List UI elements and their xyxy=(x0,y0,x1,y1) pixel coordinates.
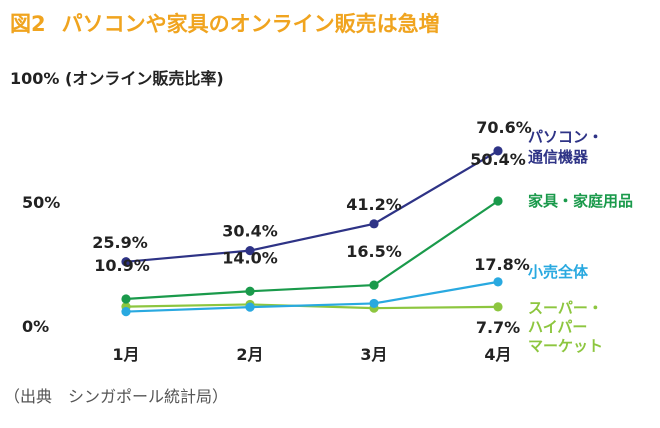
series-name-label: パソコン・ xyxy=(528,128,603,146)
data-point xyxy=(245,286,255,296)
x-tick-label: 1月 xyxy=(112,345,139,364)
data-label: 7.7% xyxy=(476,318,520,337)
y-tick-label: 0% xyxy=(22,317,49,336)
data-point xyxy=(369,298,379,309)
series-name-label: ハイパー xyxy=(528,318,587,336)
data-label: 25.9% xyxy=(92,233,148,252)
x-tick-label: 4月 xyxy=(484,345,511,364)
series-name-label: 通信機器 xyxy=(528,148,589,166)
data-label: 17.8% xyxy=(474,255,530,274)
figure-title-text: パソコンや家具のオンライン販売は急増 xyxy=(61,12,440,36)
series-name-label: 小売全体 xyxy=(528,263,589,281)
series-name-label: マーケット xyxy=(528,337,603,355)
data-point xyxy=(369,280,379,290)
figure-number: 図2 xyxy=(10,12,46,36)
x-tick-label: 2月 xyxy=(236,345,263,364)
data-label: 41.2% xyxy=(346,195,402,214)
data-label: 10.9% xyxy=(94,256,150,275)
data-point xyxy=(121,307,131,317)
y-axis-label: 100% (オンライン販売比率) xyxy=(10,69,224,88)
data-point xyxy=(493,146,503,156)
series-name-label: スーパー・ xyxy=(528,299,603,317)
data-label: 50.4% xyxy=(470,150,526,169)
series-line xyxy=(125,280,499,313)
series-line xyxy=(125,200,499,301)
data-point xyxy=(121,294,131,304)
data-point xyxy=(493,196,503,206)
data-label: 70.6% xyxy=(476,118,532,137)
data-point xyxy=(493,277,503,287)
data-label: 14.0% xyxy=(222,248,278,267)
data-point xyxy=(245,246,255,256)
x-tick-label: 3月 xyxy=(360,345,387,364)
data-point xyxy=(493,302,503,312)
data-label: 30.4% xyxy=(222,222,278,241)
source-note: （出典 シンガポール統計局） xyxy=(4,387,229,406)
figure-title: 図2 パソコンや家具のオンライン販売は急増 xyxy=(10,8,440,38)
data-point xyxy=(245,302,255,312)
data-label: 16.5% xyxy=(346,242,402,261)
y-tick-label: 50% xyxy=(22,193,60,212)
data-point xyxy=(369,219,379,229)
series-line xyxy=(125,149,499,263)
data-point xyxy=(121,257,131,267)
series-name-label: 家具・家庭用品 xyxy=(528,192,633,210)
